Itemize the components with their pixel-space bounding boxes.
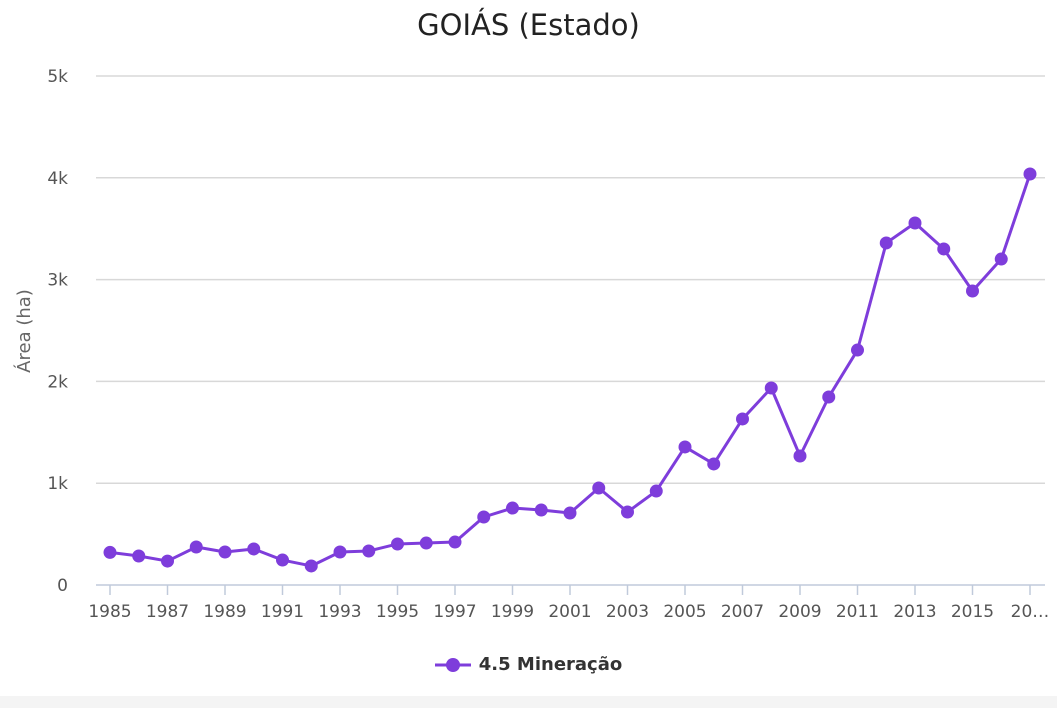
data-point <box>1023 167 1037 181</box>
data-point <box>161 554 174 568</box>
data-point <box>419 536 433 550</box>
data-point <box>764 381 778 395</box>
data-point <box>621 505 634 519</box>
y-tick-label: 3k <box>47 271 68 291</box>
data-point <box>879 236 893 250</box>
data-point <box>132 549 146 563</box>
y-tick-label: 5k <box>47 67 68 87</box>
data-point <box>649 484 663 498</box>
data-point <box>247 542 261 556</box>
legend-item[interactable]: 4.5 Mineração <box>0 654 1057 675</box>
data-point <box>793 449 807 463</box>
data-point <box>563 506 577 520</box>
x-tick-label: 1985 <box>88 602 131 622</box>
data-point <box>218 545 232 559</box>
x-tick-label: 1995 <box>376 602 419 622</box>
data-point <box>736 412 749 426</box>
data-point <box>908 216 922 230</box>
x-tick-label: 2007 <box>721 602 764 622</box>
x-tick-label: 2005 <box>663 602 706 622</box>
x-tick-label: 2003 <box>606 602 649 622</box>
data-point <box>822 390 836 404</box>
x-tick-label: 2015 <box>951 602 994 622</box>
data-point <box>304 559 318 573</box>
x-tick-label: 2001 <box>548 602 591 622</box>
footer-strip <box>0 696 1057 708</box>
y-tick-label: 0 <box>57 576 68 596</box>
data-point <box>189 540 203 554</box>
y-axis-label: Área (ha) <box>13 289 35 373</box>
data-point <box>362 544 376 558</box>
data-point <box>966 284 979 298</box>
data-point <box>534 503 548 517</box>
x-tick-label: 1991 <box>261 602 304 622</box>
x-tick-label: 1989 <box>203 602 246 622</box>
legend-marker-icon <box>434 657 471 672</box>
y-tick-label: 2k <box>47 372 68 392</box>
x-tick-label: 2009 <box>778 602 821 622</box>
data-point <box>592 481 606 495</box>
x-tick-label: 1993 <box>318 602 361 622</box>
y-tick-label: 4k <box>47 169 68 189</box>
data-point <box>707 457 721 471</box>
data-point <box>276 553 289 567</box>
data-point <box>391 537 404 551</box>
y-tick-label: 1k <box>47 474 68 494</box>
data-point <box>937 242 951 256</box>
data-point <box>477 510 491 524</box>
x-tick-label: 2013 <box>893 602 936 622</box>
x-tick-label: 1999 <box>491 602 534 622</box>
x-tick-label: 1987 <box>146 602 189 622</box>
x-tick-label: 2011 <box>836 602 879 622</box>
x-tick-label: 1997 <box>433 602 476 622</box>
data-point <box>851 343 864 357</box>
data-point <box>333 545 347 559</box>
data-point <box>678 440 692 454</box>
data-point <box>994 252 1008 266</box>
x-tick-label: 20… <box>1011 602 1050 622</box>
chart-title: GOIÁS (Estado) <box>417 8 640 42</box>
data-point <box>448 535 462 549</box>
data-point <box>103 545 117 559</box>
data-point <box>506 501 519 515</box>
legend-label: 4.5 Mineração <box>478 654 623 675</box>
